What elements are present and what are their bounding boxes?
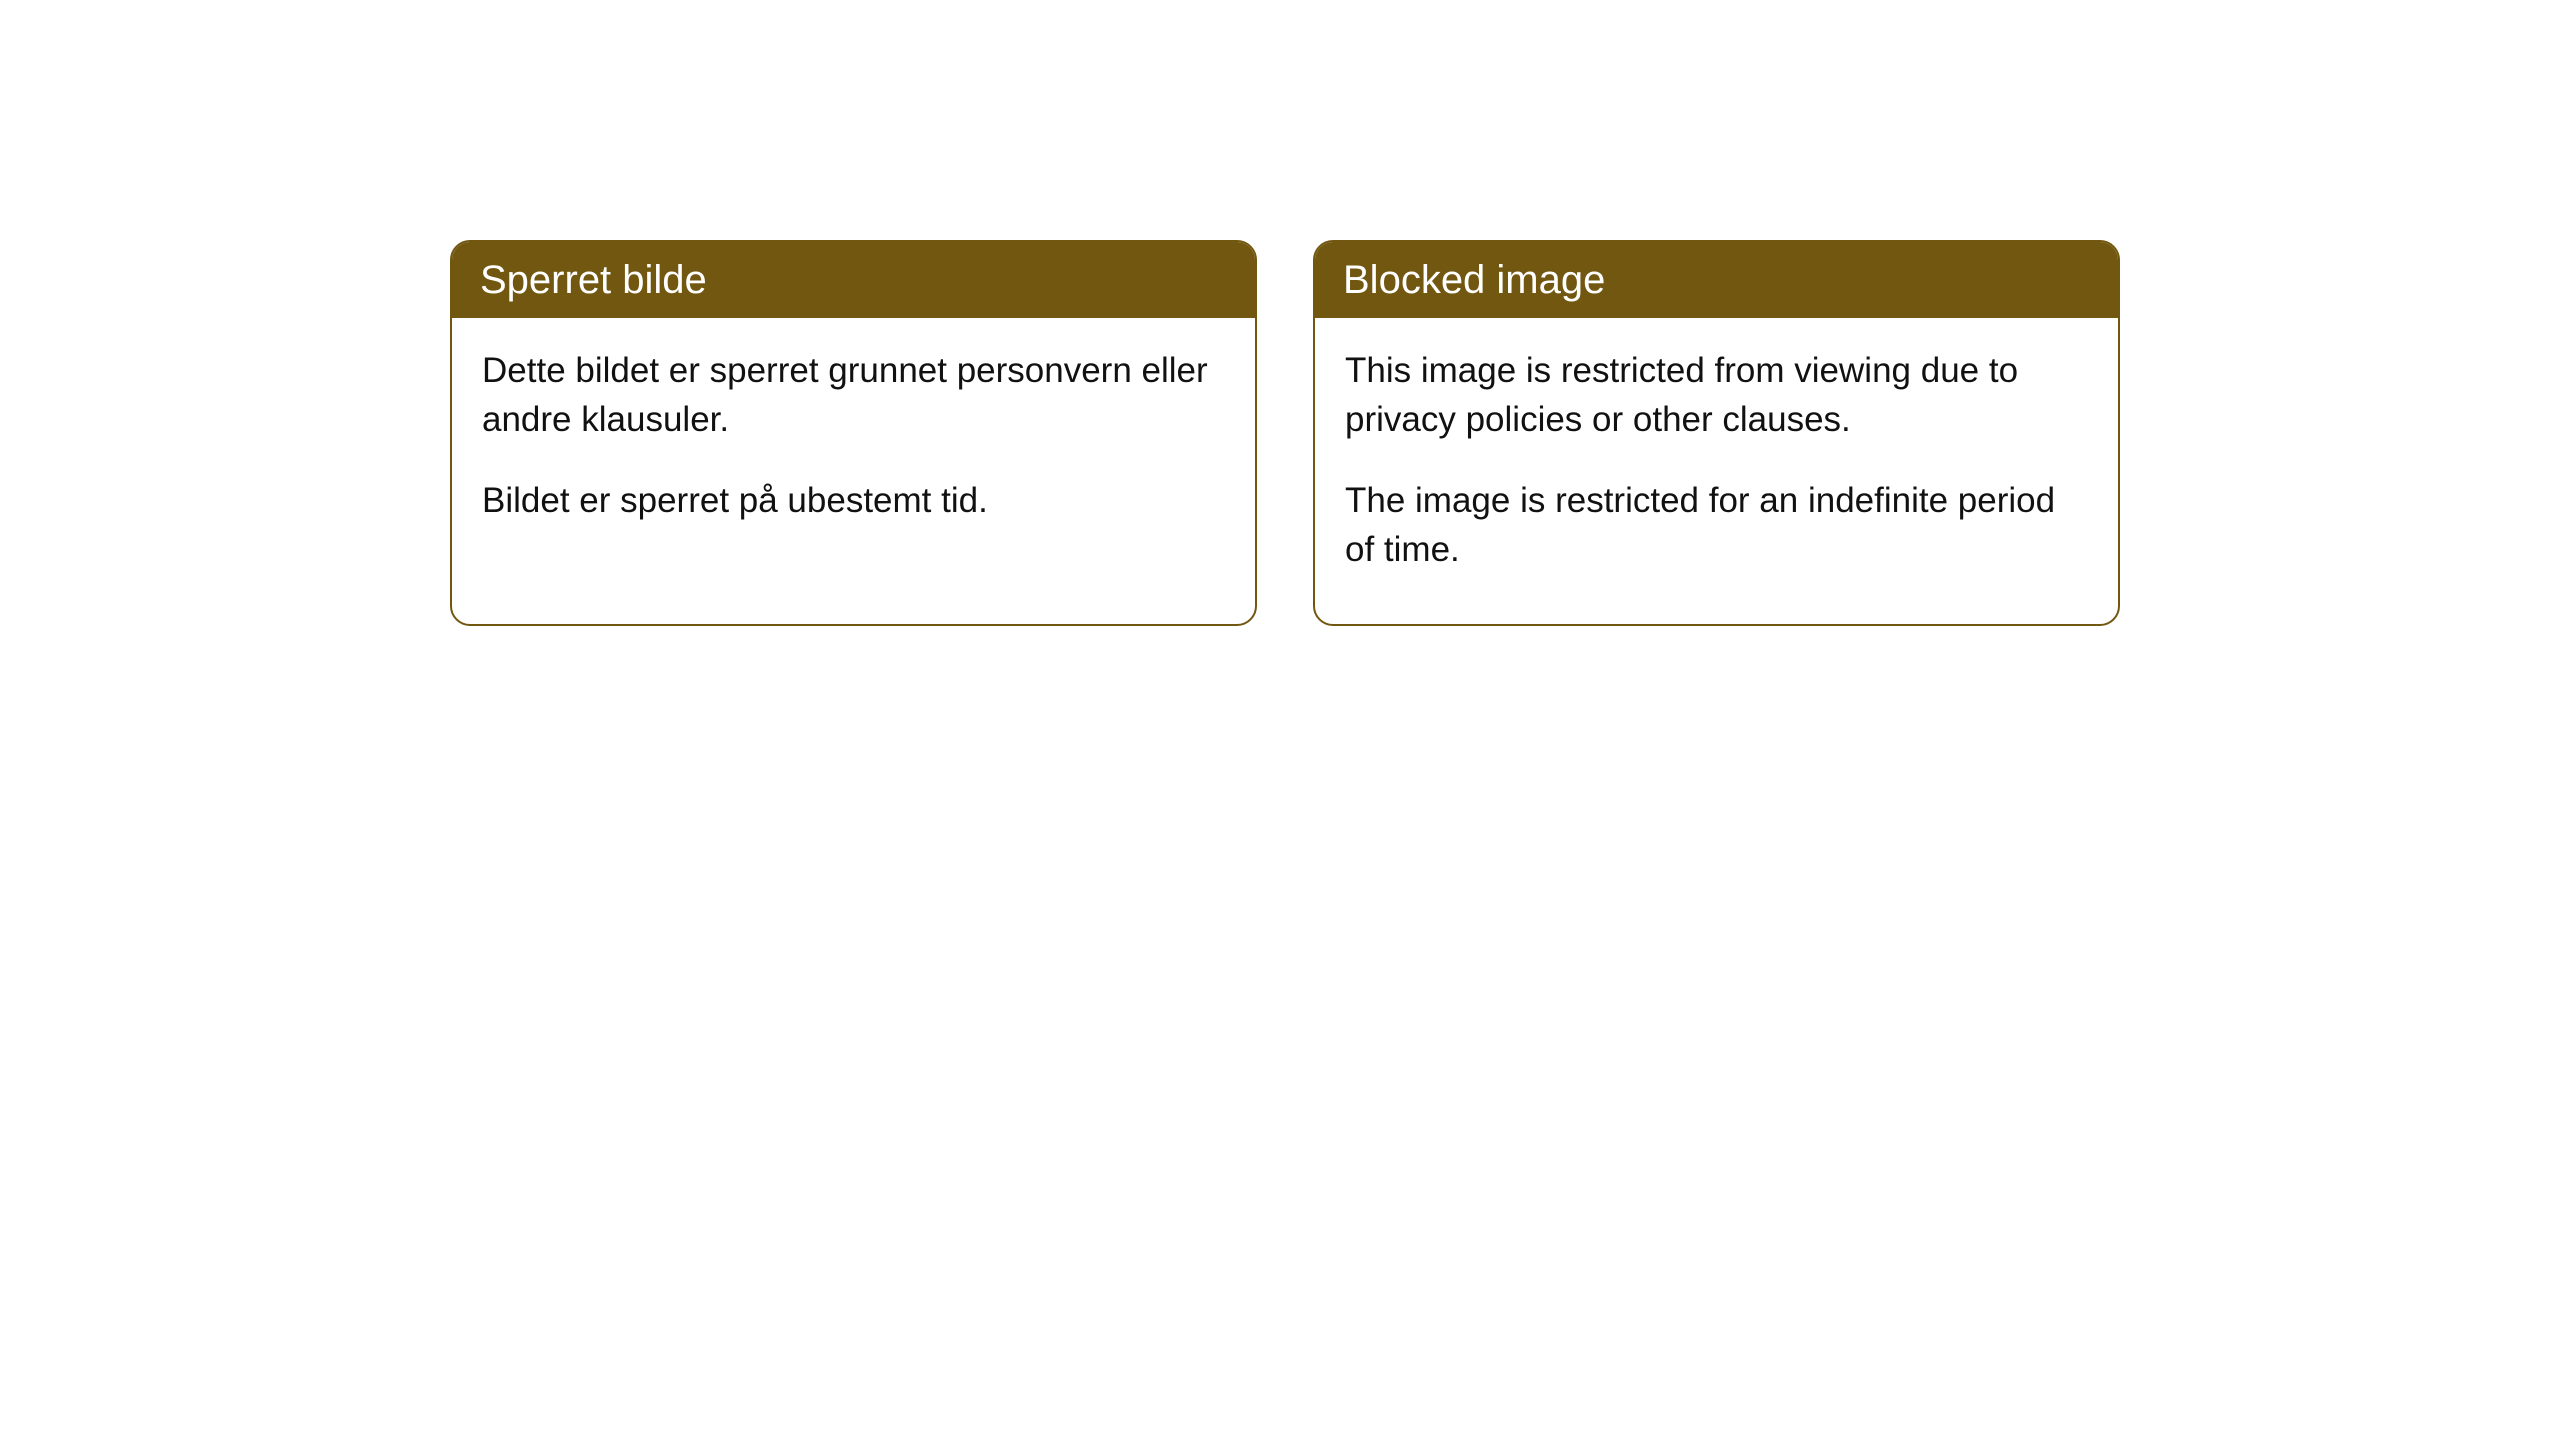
blocked-image-card-english: Blocked image This image is restricted f… — [1313, 240, 2120, 626]
card-paragraph-1: Dette bildet er sperret grunnet personve… — [482, 346, 1225, 444]
card-paragraph-1: This image is restricted from viewing du… — [1345, 346, 2088, 444]
card-paragraph-2: Bildet er sperret på ubestemt tid. — [482, 476, 1225, 525]
card-paragraph-2: The image is restricted for an indefinit… — [1345, 476, 2088, 574]
card-body-norwegian: Dette bildet er sperret grunnet personve… — [452, 318, 1255, 575]
card-body-english: This image is restricted from viewing du… — [1315, 318, 2118, 624]
card-header-norwegian: Sperret bilde — [452, 242, 1255, 318]
card-header-english: Blocked image — [1315, 242, 2118, 318]
blocked-image-card-norwegian: Sperret bilde Dette bildet er sperret gr… — [450, 240, 1257, 626]
cards-container: Sperret bilde Dette bildet er sperret gr… — [0, 0, 2560, 626]
